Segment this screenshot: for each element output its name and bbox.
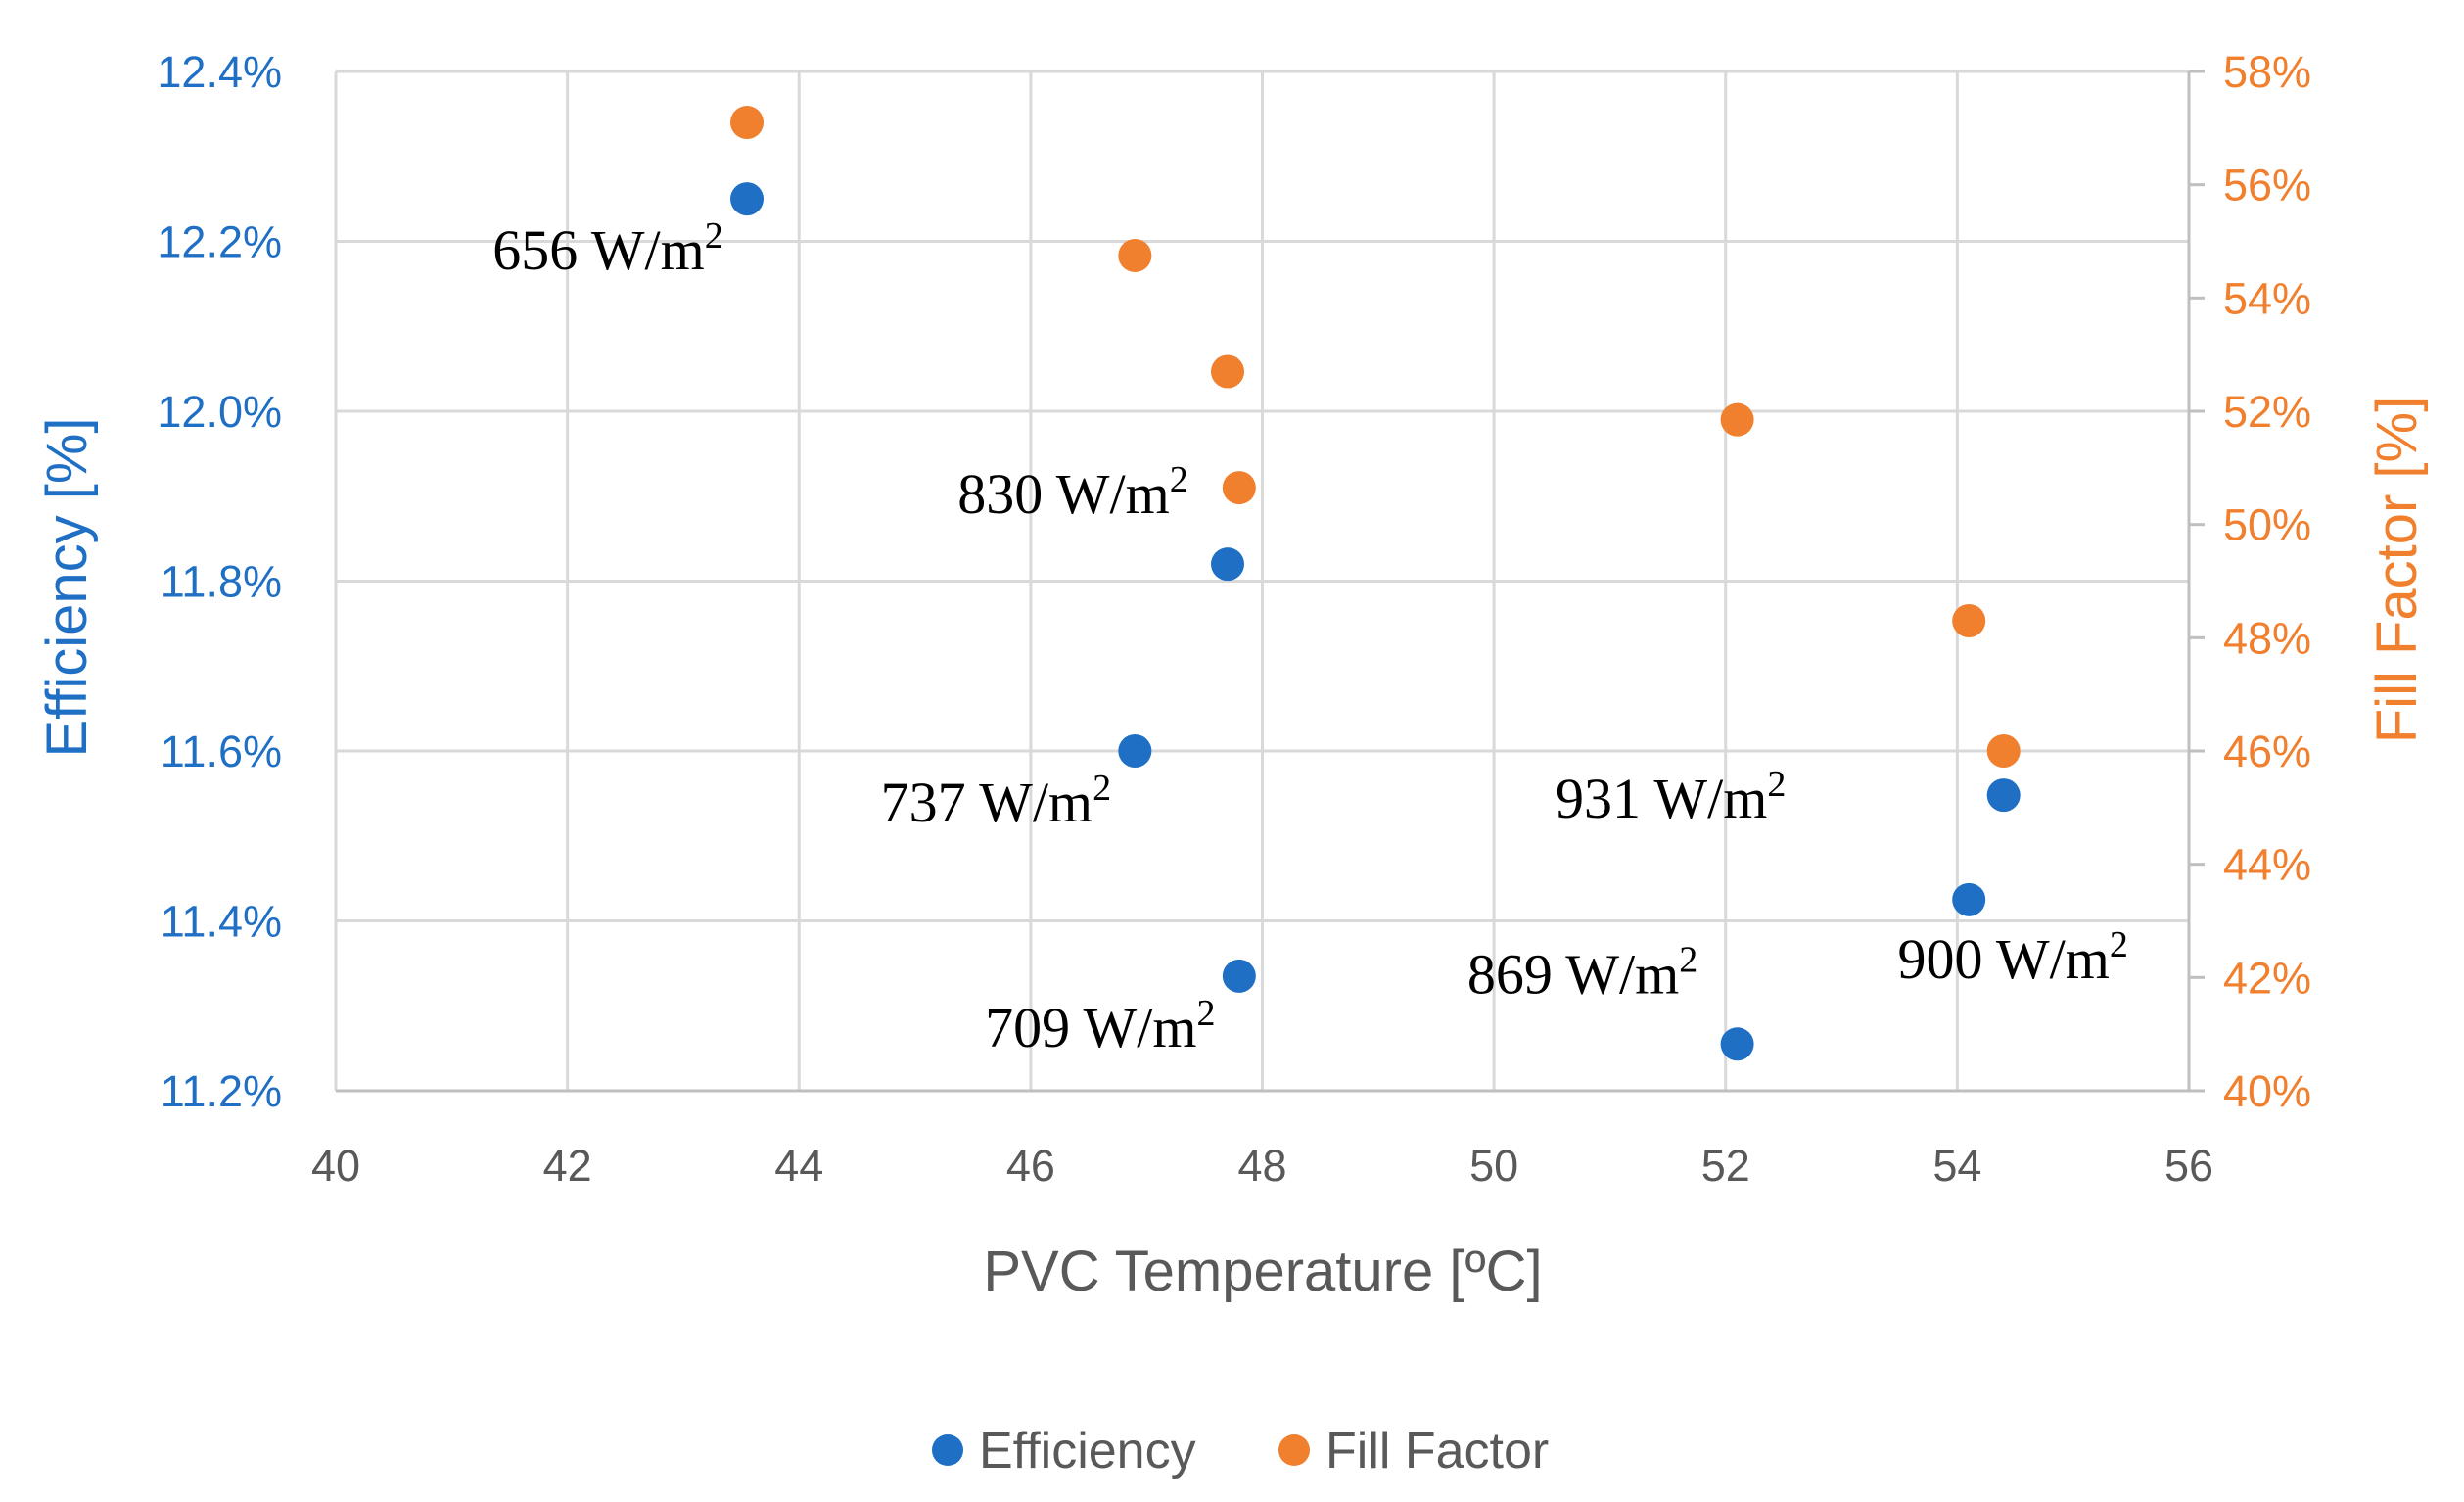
x-tick-label: 56: [2164, 1141, 2213, 1191]
tick-labels: 40 42 44 46 48 50 52 54 56 11.2% 11.4% 11.6% 11.8% 12…: [157, 47, 2311, 1191]
fill-factor-point: [1211, 354, 1245, 389]
fill-factor-point: [1720, 402, 1754, 437]
y2-tick-label: 46%: [2223, 727, 2311, 776]
efficiency-point: [730, 182, 765, 216]
fill-factor-point: [730, 106, 765, 140]
efficiency-point: [1118, 734, 1152, 768]
legend: Efficiency Fill Factor: [932, 1423, 1549, 1479]
y2-tick-label: 42%: [2223, 953, 2311, 1003]
irradiance-label: 931 W/m2: [1556, 764, 1786, 830]
irradiance-label: 709 W/m2: [985, 993, 1215, 1059]
y2-tick-label: 56%: [2223, 161, 2311, 211]
y2-tick-label: 54%: [2223, 273, 2311, 323]
legend-marker-fill-factor: [1278, 1434, 1310, 1466]
x-tick-label: 42: [543, 1141, 592, 1191]
axes: [336, 70, 2205, 1093]
legend-label-fill-factor: Fill Factor: [1325, 1423, 1549, 1479]
x-tick-label: 50: [1469, 1141, 1518, 1191]
y2-tick-label: 50%: [2223, 500, 2311, 550]
legend-label-efficiency: Efficiency: [979, 1423, 1196, 1479]
x-tick-label: 44: [774, 1141, 823, 1191]
y2-tick-label: 58%: [2223, 47, 2311, 97]
y2-axis-title: Fill Factor [%]: [2365, 397, 2429, 744]
x-tick-label: 46: [1006, 1141, 1055, 1191]
fill-factor-point: [1222, 471, 1256, 505]
x-tick-label: 52: [1701, 1141, 1750, 1191]
y2-tick-label: 52%: [2223, 387, 2311, 437]
y-tick-label: 11.8%: [161, 557, 282, 607]
efficiency-point: [1720, 1027, 1754, 1061]
x-tick-label: 54: [1932, 1141, 1981, 1191]
y2-tick-label: 44%: [2223, 840, 2311, 890]
irradiance-label: 737 W/m2: [881, 768, 1111, 834]
efficiency-point: [1211, 547, 1245, 582]
y-tick-label: 11.4%: [161, 897, 282, 947]
y-axis-title: Efficiency [%]: [35, 417, 99, 757]
fill-factor-point: [1952, 603, 1986, 637]
x-tick-label: 48: [1237, 1141, 1286, 1191]
point-annotations: 656 W/m2 737 W/m2 830 W/m2 709 W/m2 869 W/m2…: [492, 215, 2128, 1059]
y2-tick-label: 40%: [2223, 1066, 2311, 1116]
x-tick-label: 40: [311, 1141, 360, 1191]
fill-factor-point: [1986, 734, 2021, 768]
efficiency-point: [1222, 959, 1256, 993]
efficiency-point: [1952, 882, 1986, 916]
y-tick-label: 11.6%: [161, 727, 282, 776]
x-axis-title: PVC Temperature [ºC]: [983, 1240, 1542, 1303]
irradiance-label: 869 W/m2: [1467, 939, 1697, 1006]
y-tick-label: 12.0%: [157, 387, 282, 437]
y-tick-label: 11.2%: [161, 1066, 282, 1116]
irradiance-label: 900 W/m2: [1897, 924, 2127, 991]
y2-tick-label: 48%: [2223, 613, 2311, 663]
y-tick-label: 12.4%: [157, 47, 282, 97]
data-points: [730, 106, 2021, 1061]
fill-factor-point: [1118, 238, 1152, 272]
y-tick-label: 12.2%: [157, 217, 282, 267]
irradiance-label: 656 W/m2: [492, 215, 722, 282]
legend-marker-efficiency: [932, 1434, 963, 1466]
irradiance-label: 830 W/m2: [957, 459, 1187, 526]
efficiency-point: [1986, 778, 2021, 813]
